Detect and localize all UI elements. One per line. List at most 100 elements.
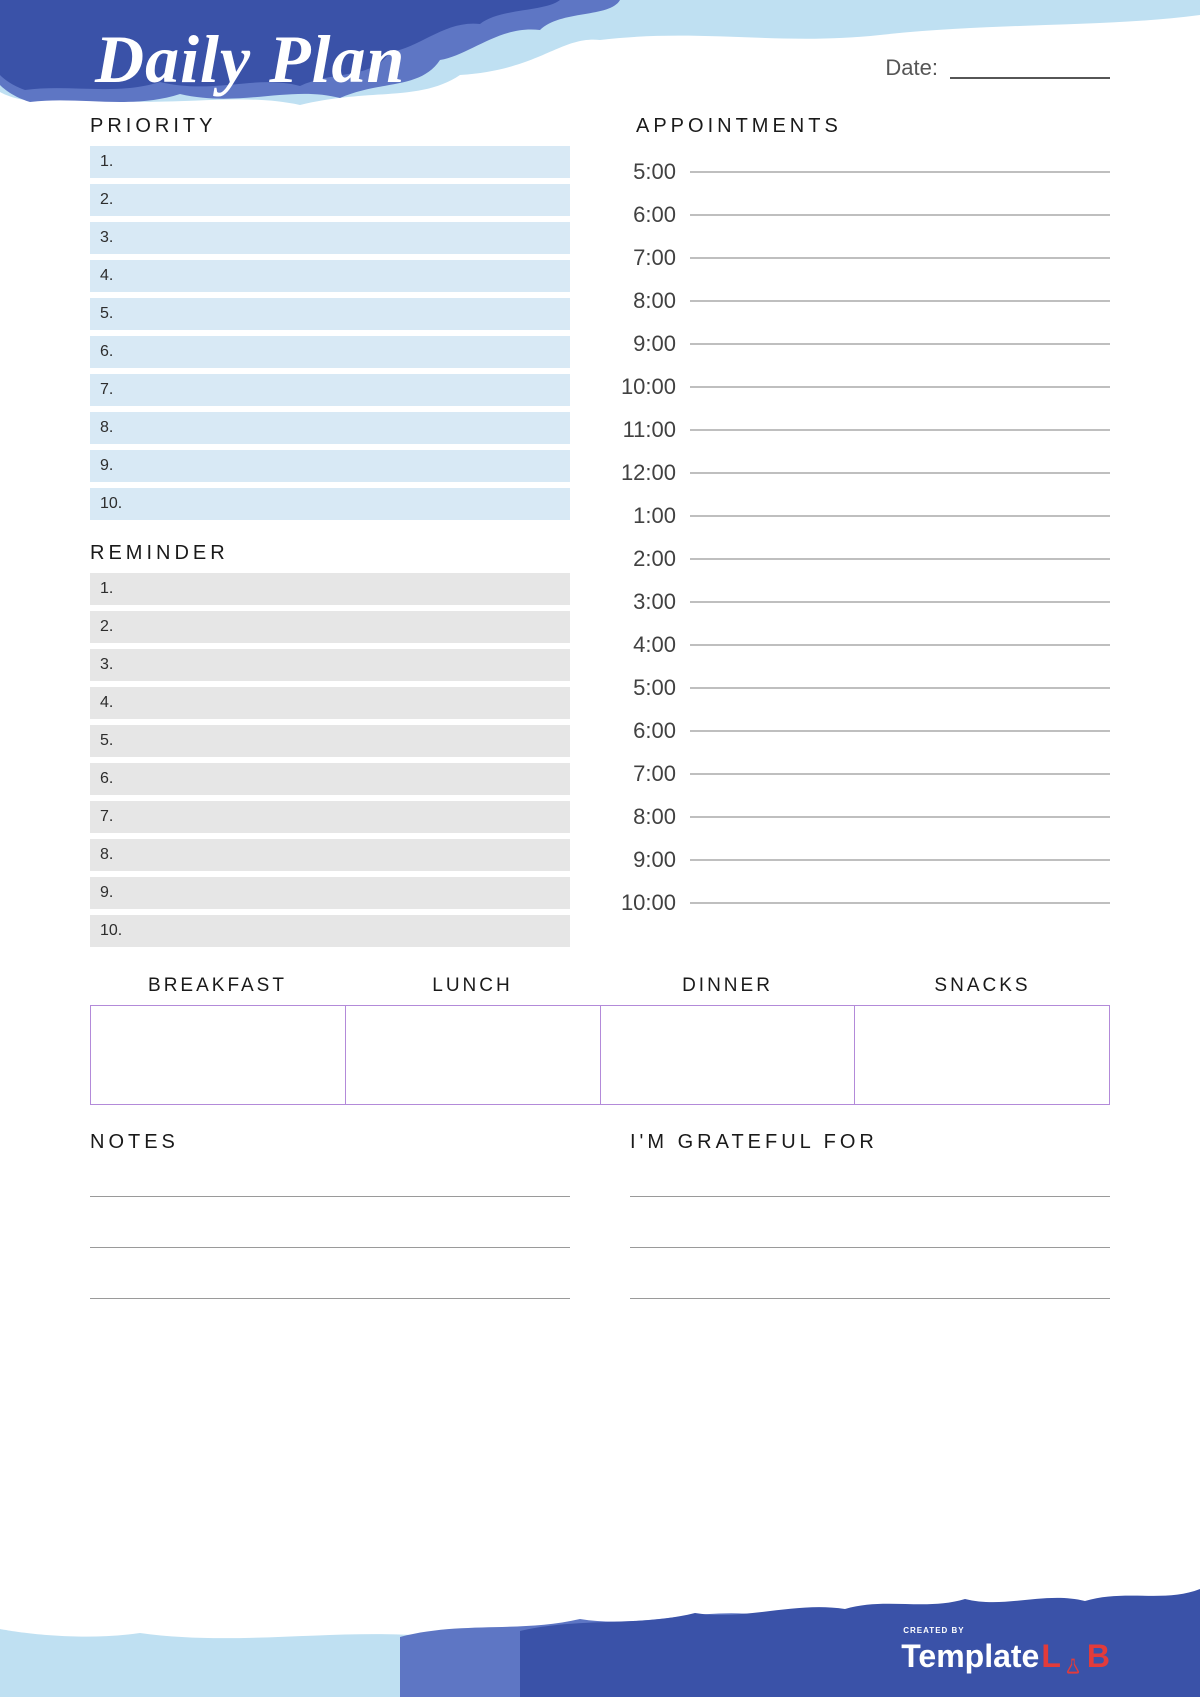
- notes-section: NOTES: [90, 1131, 570, 1299]
- page-title: Daily Plan: [95, 20, 405, 99]
- reminder-row[interactable]: 8.: [90, 839, 570, 871]
- appointment-time-label: 3:00: [610, 589, 690, 615]
- priority-row[interactable]: 8.: [90, 412, 570, 444]
- grateful-line[interactable]: [630, 1247, 1110, 1248]
- meal-box[interactable]: [601, 1006, 856, 1104]
- priority-row[interactable]: 6.: [90, 336, 570, 368]
- appointment-line: [690, 257, 1110, 259]
- priority-row[interactable]: 7.: [90, 374, 570, 406]
- appointment-line: [690, 644, 1110, 646]
- meal-box[interactable]: [91, 1006, 346, 1104]
- appointment-line: [690, 472, 1110, 474]
- priority-row[interactable]: 4.: [90, 260, 570, 292]
- priority-row[interactable]: 10.: [90, 488, 570, 520]
- reminder-heading: REMINDER: [90, 542, 570, 565]
- reminder-row[interactable]: 4.: [90, 687, 570, 719]
- appointment-time-label: 7:00: [610, 245, 690, 271]
- reminder-row[interactable]: 10.: [90, 915, 570, 947]
- date-input-line[interactable]: [950, 77, 1110, 79]
- reminder-list: 1. 2. 3. 4. 5. 6. 7. 8. 9. 10.: [90, 573, 570, 947]
- appointment-line: [690, 601, 1110, 603]
- priority-list: 1. 2. 3. 4. 5. 6. 7. 8. 9. 10.: [90, 146, 570, 520]
- priority-row[interactable]: 5.: [90, 298, 570, 330]
- appointment-time-label: 2:00: [610, 546, 690, 572]
- reminder-row[interactable]: 7.: [90, 801, 570, 833]
- grateful-line[interactable]: [630, 1196, 1110, 1197]
- appointment-time-label: 12:00: [610, 460, 690, 486]
- reminder-row[interactable]: 6.: [90, 763, 570, 795]
- reminder-row[interactable]: 3.: [90, 649, 570, 681]
- meal-box[interactable]: [346, 1006, 601, 1104]
- appointment-time-label: 8:00: [610, 804, 690, 830]
- grateful-section: I'M GRATEFUL FOR: [630, 1131, 1110, 1299]
- appointment-line: [690, 558, 1110, 560]
- notes-line[interactable]: [90, 1298, 570, 1299]
- appointment-time-label: 9:00: [610, 847, 690, 873]
- appointment-row[interactable]: 11:00: [610, 408, 1110, 451]
- reminder-row[interactable]: 2.: [90, 611, 570, 643]
- appointment-row[interactable]: 6:00: [610, 193, 1110, 236]
- appointment-row[interactable]: 9:00: [610, 838, 1110, 881]
- appointment-row[interactable]: 6:00: [610, 709, 1110, 752]
- appointment-row[interactable]: 3:00: [610, 580, 1110, 623]
- appointment-time-label: 11:00: [610, 417, 690, 443]
- appointment-line: [690, 859, 1110, 861]
- reminder-row[interactable]: 5.: [90, 725, 570, 757]
- meals-section: BREAKFASTLUNCHDINNERSNACKS: [90, 975, 1110, 1105]
- brand-main-text: Template: [901, 1638, 1039, 1675]
- appointment-row[interactable]: 4:00: [610, 623, 1110, 666]
- appointment-row[interactable]: 5:00: [610, 666, 1110, 709]
- appointment-row[interactable]: 1:00: [610, 494, 1110, 537]
- appointment-line: [690, 687, 1110, 689]
- content-area: PRIORITY 1.2.3.4.5.6.7.8.9.10. REMINDER …: [90, 115, 1110, 1537]
- daily-plan-page: Daily Plan Date: PRIORITY 1.2.3.4.5.6.7.…: [0, 0, 1200, 1697]
- appointment-row[interactable]: 10:00: [610, 881, 1110, 924]
- appointment-row[interactable]: 7:00: [610, 752, 1110, 795]
- reminder-row[interactable]: 9.: [90, 877, 570, 909]
- meal-box[interactable]: [855, 1006, 1109, 1104]
- appointment-row[interactable]: 2:00: [610, 537, 1110, 580]
- appointment-line: [690, 515, 1110, 517]
- brand-letter-l: L: [1041, 1638, 1061, 1675]
- appointment-time-label: 6:00: [610, 718, 690, 744]
- meal-label: SNACKS: [855, 975, 1110, 997]
- appointment-line: [690, 343, 1110, 345]
- notes-heading: NOTES: [90, 1131, 570, 1154]
- appointment-row[interactable]: 5:00: [610, 150, 1110, 193]
- appointment-row[interactable]: 8:00: [610, 795, 1110, 838]
- priority-row[interactable]: 1.: [90, 146, 570, 178]
- priority-row[interactable]: 2.: [90, 184, 570, 216]
- reminder-row[interactable]: 1.: [90, 573, 570, 605]
- appointment-row[interactable]: 8:00: [610, 279, 1110, 322]
- priority-section: PRIORITY 1.2.3.4.5.6.7.8.9.10.: [90, 115, 570, 520]
- date-field: Date:: [885, 55, 1110, 81]
- meal-label: BREAKFAST: [90, 975, 345, 997]
- appointment-line: [690, 171, 1110, 173]
- appointment-line: [690, 300, 1110, 302]
- appointment-time-label: 10:00: [610, 374, 690, 400]
- priority-row[interactable]: 9.: [90, 450, 570, 482]
- appointment-time-label: 5:00: [610, 675, 690, 701]
- appointments-list: 5:00 6:00 7:00 8:00 9:00 10:00 11:00 12:00 1:00 2…: [610, 150, 1110, 924]
- appointment-line: [690, 730, 1110, 732]
- meal-label: DINNER: [600, 975, 855, 997]
- appointment-row[interactable]: 9:00: [610, 322, 1110, 365]
- appointment-line: [690, 816, 1110, 818]
- appointment-line: [690, 386, 1110, 388]
- appointment-time-label: 5:00: [610, 159, 690, 185]
- flask-icon: [1063, 1648, 1083, 1668]
- appointment-time-label: 9:00: [610, 331, 690, 357]
- appointment-time-label: 7:00: [610, 761, 690, 787]
- appointment-row[interactable]: 12:00: [610, 451, 1110, 494]
- grateful-line[interactable]: [630, 1298, 1110, 1299]
- priority-row[interactable]: 3.: [90, 222, 570, 254]
- appointment-time-label: 1:00: [610, 503, 690, 529]
- upper-two-column: PRIORITY 1.2.3.4.5.6.7.8.9.10. REMINDER …: [90, 115, 1110, 947]
- notes-line[interactable]: [90, 1247, 570, 1248]
- appointment-row[interactable]: 7:00: [610, 236, 1110, 279]
- appointment-time-label: 6:00: [610, 202, 690, 228]
- appointment-row[interactable]: 10:00: [610, 365, 1110, 408]
- footer-brand: CREATED BY Template L B: [901, 1638, 1110, 1675]
- brand-letter-b: B: [1087, 1638, 1110, 1675]
- notes-line[interactable]: [90, 1196, 570, 1197]
